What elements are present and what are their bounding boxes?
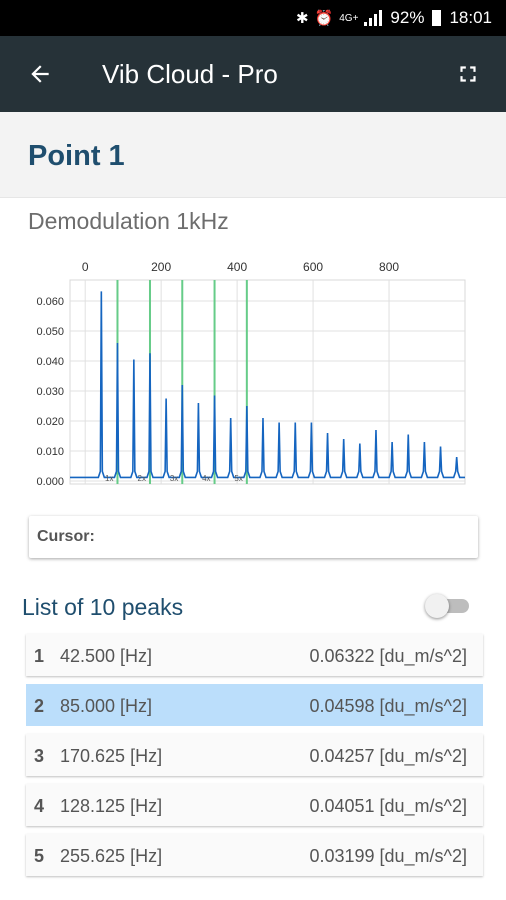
peak-index: 3	[34, 746, 45, 766]
harmonic-label: 1x	[105, 474, 113, 483]
fullscreen-button[interactable]	[430, 36, 506, 112]
point-header: Point 1	[0, 112, 506, 198]
peak-list: 1 42.500 [Hz] 0.06322 [du_m/s^2] 2 85.00…	[26, 634, 483, 884]
peak-frequency: 170.625 [Hz]	[60, 746, 163, 766]
arrow-back-icon	[31, 65, 49, 83]
y-tick-label: 0.060	[36, 296, 64, 308]
point-title: Point 1	[28, 140, 125, 172]
harmonic-label: 2x	[138, 474, 146, 483]
y-tick-labels: 0.000 0.010 0.020 0.030 0.040 0.050 0.060	[36, 296, 64, 488]
y-tick-label: 0.030	[36, 386, 64, 398]
status-bar: ✱ ⏰ 4G+ 92% 18:01	[0, 0, 506, 36]
status-icons: ✱ ⏰ 4G+	[295, 9, 383, 27]
peak-row[interactable]: 1 42.500 [Hz] 0.06322 [du_m/s^2]	[26, 634, 483, 676]
harmonic-label: 5x	[234, 474, 242, 483]
y-tick-label: 0.000	[36, 476, 64, 488]
x-tick-label: 0	[82, 260, 89, 274]
x-tick-label: 200	[151, 260, 171, 274]
peak-amplitude: 0.04598 [du_m/s^2]	[309, 696, 467, 716]
peak-amplitude: 0.04051 [du_m/s^2]	[309, 796, 467, 816]
cursor-label: Cursor:	[37, 528, 95, 545]
harmonic-labels: 1x 2x 3x 4x 5x	[105, 474, 243, 483]
chart-grid	[69, 279, 466, 485]
y-tick-label: 0.010	[36, 446, 64, 458]
peak-index: 2	[34, 696, 45, 716]
peak-row[interactable]: 3 170.625 [Hz] 0.04257 [du_m/s^2]	[26, 734, 483, 776]
harmonic-label: 3x	[170, 474, 178, 483]
peak-amplitude: 0.06322 [du_m/s^2]	[309, 646, 467, 666]
fullscreen-icon	[460, 66, 476, 82]
x-tick-label: 600	[303, 260, 323, 274]
x-tick-label: 400	[227, 260, 247, 274]
spectrum-series	[70, 291, 465, 479]
y-tick-label: 0.050	[36, 326, 64, 338]
series-line	[70, 291, 465, 479]
cursor-card: Cursor:	[29, 516, 478, 558]
harmonic-label: 4x	[202, 474, 210, 483]
peak-row[interactable]: 5 255.625 [Hz] 0.03199 [du_m/s^2]	[26, 834, 483, 876]
peak-row[interactable]: 4 128.125 [Hz] 0.04051 [du_m/s^2]	[26, 784, 483, 826]
peak-index: 1	[34, 646, 45, 666]
clock: 18:01	[449, 8, 492, 27]
peak-amplitude: 0.03199 [du_m/s^2]	[309, 846, 467, 866]
x-tick-labels: 0 200 400 600 800	[82, 260, 400, 274]
signal-icon	[364, 10, 383, 26]
spectrum-chart[interactable]: 0 200 400 600 800 0.0000.0100.0200.0300.0400…	[0, 250, 506, 490]
toggle-thumb	[425, 594, 449, 618]
peak-index: 4	[34, 796, 45, 816]
peak-row-selected[interactable]: 2 85.000 [Hz] 0.04598 [du_m/s^2]	[26, 684, 483, 726]
y-tick-label: 0.040	[36, 356, 64, 368]
y-tick-label: 0.020	[36, 416, 64, 428]
peaks-title: List of 10 peaks	[22, 594, 184, 620]
app-title: Vib Cloud - Pro	[102, 58, 278, 89]
peaks-toggle[interactable]	[425, 594, 471, 618]
peak-frequency: 42.500 [Hz]	[60, 646, 153, 666]
battery-percent: 92%	[390, 8, 425, 27]
bluetooth-icon: ✱	[295, 10, 309, 27]
battery-icon	[432, 10, 442, 26]
peak-frequency: 128.125 [Hz]	[60, 796, 163, 816]
app-bar: Vib Cloud - Pro	[0, 36, 506, 112]
peak-amplitude: 0.04257 [du_m/s^2]	[309, 746, 467, 766]
back-button[interactable]	[0, 36, 80, 112]
peak-frequency: 255.625 [Hz]	[60, 846, 163, 866]
peak-frequency: 85.000 [Hz]	[60, 696, 153, 716]
x-tick-label: 800	[379, 260, 399, 274]
chart-title: Demodulation 1kHz	[28, 208, 229, 234]
alarm-icon: ⏰	[314, 10, 334, 27]
plot-area	[69, 279, 466, 485]
peak-index: 5	[34, 846, 45, 866]
network-type: 4G+	[339, 12, 359, 24]
